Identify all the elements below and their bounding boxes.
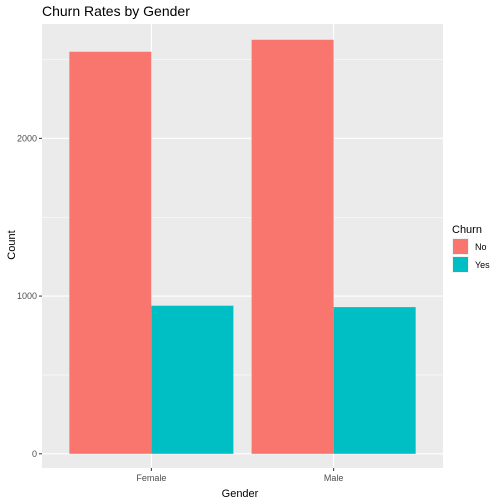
y-tick-label: 1000 <box>17 291 37 301</box>
legend-key-yes <box>453 257 468 272</box>
legend-label-yes: Yes <box>475 260 490 270</box>
bar-male-no <box>251 39 334 454</box>
legend-key-no <box>453 239 468 254</box>
y-tick-label: 2000 <box>17 133 37 143</box>
bar-female-no <box>69 51 152 454</box>
x-axis-title: Gender <box>222 488 259 500</box>
bar-male-yes <box>333 307 416 454</box>
y-axis: 0 1000 2000 <box>17 133 42 459</box>
x-tick-label: Female <box>136 473 166 483</box>
legend-title: Churn <box>452 224 482 236</box>
chart-title: Churn Rates by Gender <box>42 3 190 19</box>
y-axis-title: Count <box>6 230 18 259</box>
x-tick-label: Male <box>324 473 344 483</box>
legend-label-no: No <box>475 242 487 252</box>
x-axis: Female Male <box>136 468 343 483</box>
bars <box>69 39 416 454</box>
y-tick-label: 0 <box>32 449 37 459</box>
legend: Churn No Yes <box>452 224 490 273</box>
bar-female-yes <box>151 305 234 454</box>
